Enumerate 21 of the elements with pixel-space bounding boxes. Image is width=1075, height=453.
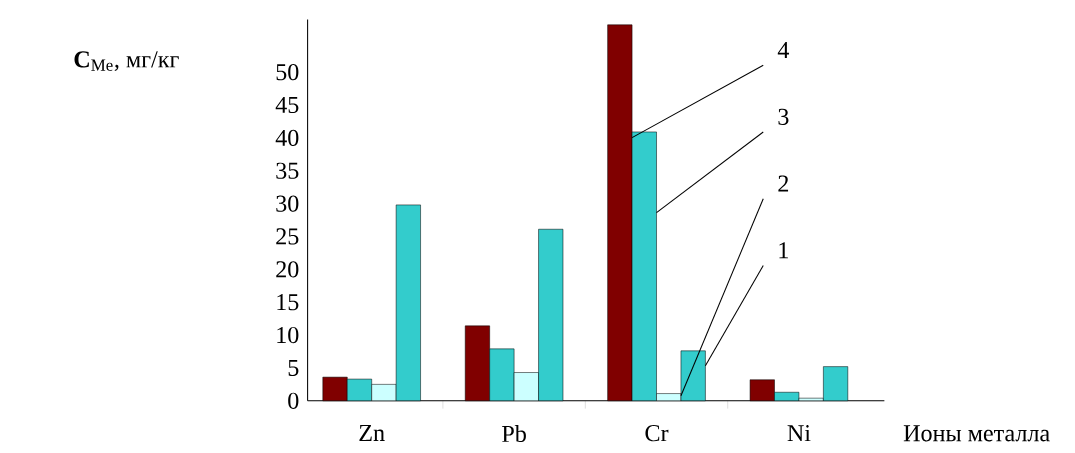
- y-tick-label: 0: [288, 392, 299, 410]
- y-tick-label: 20: [276, 261, 299, 278]
- y-tick-label: 40: [275, 129, 299, 147]
- x-tick-label: Zn: [359, 425, 385, 442]
- y-tick-label: 25: [276, 228, 299, 245]
- y-tick-label: 30: [276, 195, 299, 212]
- y-tick-label: 50: [276, 64, 299, 81]
- y-tick-label: 35: [276, 162, 299, 180]
- x-axis-title: Ионы металла: [903, 425, 1050, 442]
- x-tick-label: Cr: [645, 425, 669, 442]
- text: 3: [778, 108, 789, 126]
- y-tick-label: 5: [288, 360, 299, 377]
- y-axis-title: C$_{Me}$, мг/кг: [74, 51, 179, 72]
- text: 2: [778, 175, 789, 192]
- text: 1: [779, 242, 788, 259]
- x-tick-label: Pb: [502, 425, 526, 443]
- y-tick-label: 45: [275, 97, 299, 114]
- y-tick-label: 10: [277, 327, 299, 344]
- x-tick-label: Ni: [787, 425, 811, 442]
- y-tick-label: 15: [277, 294, 299, 311]
- text: 4: [777, 42, 790, 59]
